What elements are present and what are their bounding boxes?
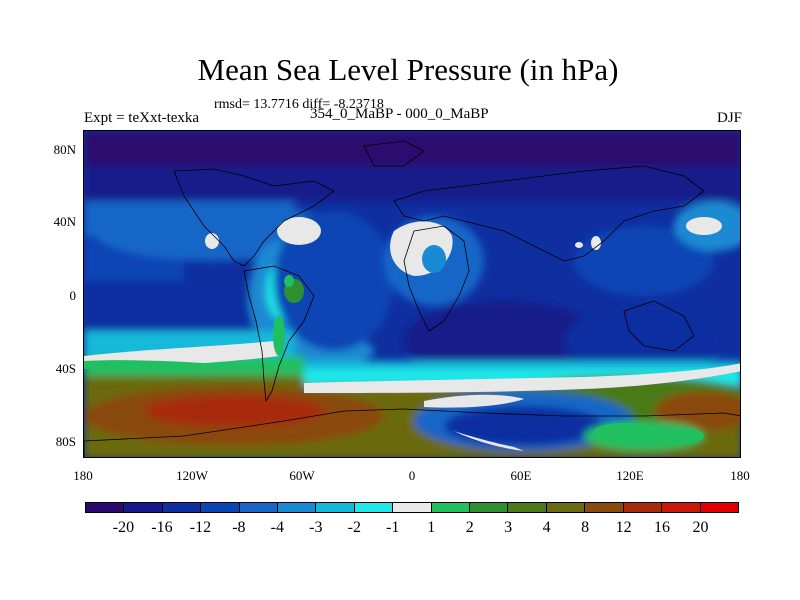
lat-label-80s: 80S	[55, 434, 76, 449]
colorbar-label: 16	[654, 519, 671, 536]
rmsd-diff-stats: rmsd= 13.7716 diff= -8.23718	[214, 97, 384, 112]
colorbar-swatch	[546, 503, 586, 512]
colorbar-label: 3	[504, 519, 513, 536]
colorbar-label: 8	[581, 519, 590, 536]
map-title: Mean Sea Level Pressure (in hPa)	[197, 52, 619, 87]
colorbar-swatch	[508, 503, 547, 512]
colorbar	[85, 502, 739, 513]
colorbar-label: 20	[692, 519, 709, 536]
colorbar-swatch	[470, 503, 509, 512]
colorbar-label: -2	[347, 519, 361, 536]
colorbar-label: -16	[151, 519, 173, 536]
colorbar-swatch	[162, 503, 202, 512]
colorbar-swatch	[431, 503, 471, 512]
colorbar-swatch	[354, 503, 394, 512]
colorbar-swatch	[316, 503, 355, 512]
colorbar-label: -3	[309, 519, 323, 536]
colorbar-label: -1	[386, 519, 400, 536]
experiment-label: Expt = teXxt-texka	[84, 110, 200, 126]
colorbar-swatch	[278, 503, 317, 512]
colorbar-label: -12	[189, 519, 212, 536]
lat-label-0: 0	[69, 288, 77, 303]
lon-label-60w: 60W	[289, 468, 315, 483]
colorbar-swatch	[585, 503, 624, 512]
colorbar-label: -8	[232, 519, 246, 536]
lon-label-180w: 180	[73, 468, 93, 483]
lon-label-60e: 60E	[510, 468, 532, 483]
colorbar-label: -20	[112, 519, 135, 536]
lat-label-40s: 40S	[55, 361, 76, 376]
colorbar-label: 1	[427, 519, 436, 536]
lon-label-0: 0	[408, 468, 416, 483]
colorbar-swatch	[393, 503, 432, 512]
lat-label-80n: 80N	[53, 142, 76, 157]
lon-label-180e: 180	[730, 468, 750, 483]
colorbar-label: 12	[615, 519, 632, 536]
pressure-field	[84, 131, 740, 457]
colorbar-label: 4	[542, 519, 551, 536]
colorbar-swatch	[201, 503, 240, 512]
colorbar-swatch	[623, 503, 663, 512]
pressure-map	[83, 130, 741, 458]
colorbar-swatch	[662, 503, 701, 512]
lat-label-40n: 40N	[53, 214, 76, 229]
colorbar-swatch	[124, 503, 163, 512]
colorbar-label: -4	[270, 519, 284, 536]
comparison-subtitle: 354_0_MaBP - 000_0_MaBP	[310, 106, 489, 122]
colorbar-swatch	[239, 503, 279, 512]
colorbar-swatch	[86, 503, 125, 512]
lon-label-120w: 120W	[176, 468, 208, 483]
lon-label-120e: 120E	[616, 468, 644, 483]
colorbar-label: 2	[465, 519, 474, 536]
colorbar-swatch	[700, 503, 738, 512]
season-label: DJF	[716, 110, 742, 126]
